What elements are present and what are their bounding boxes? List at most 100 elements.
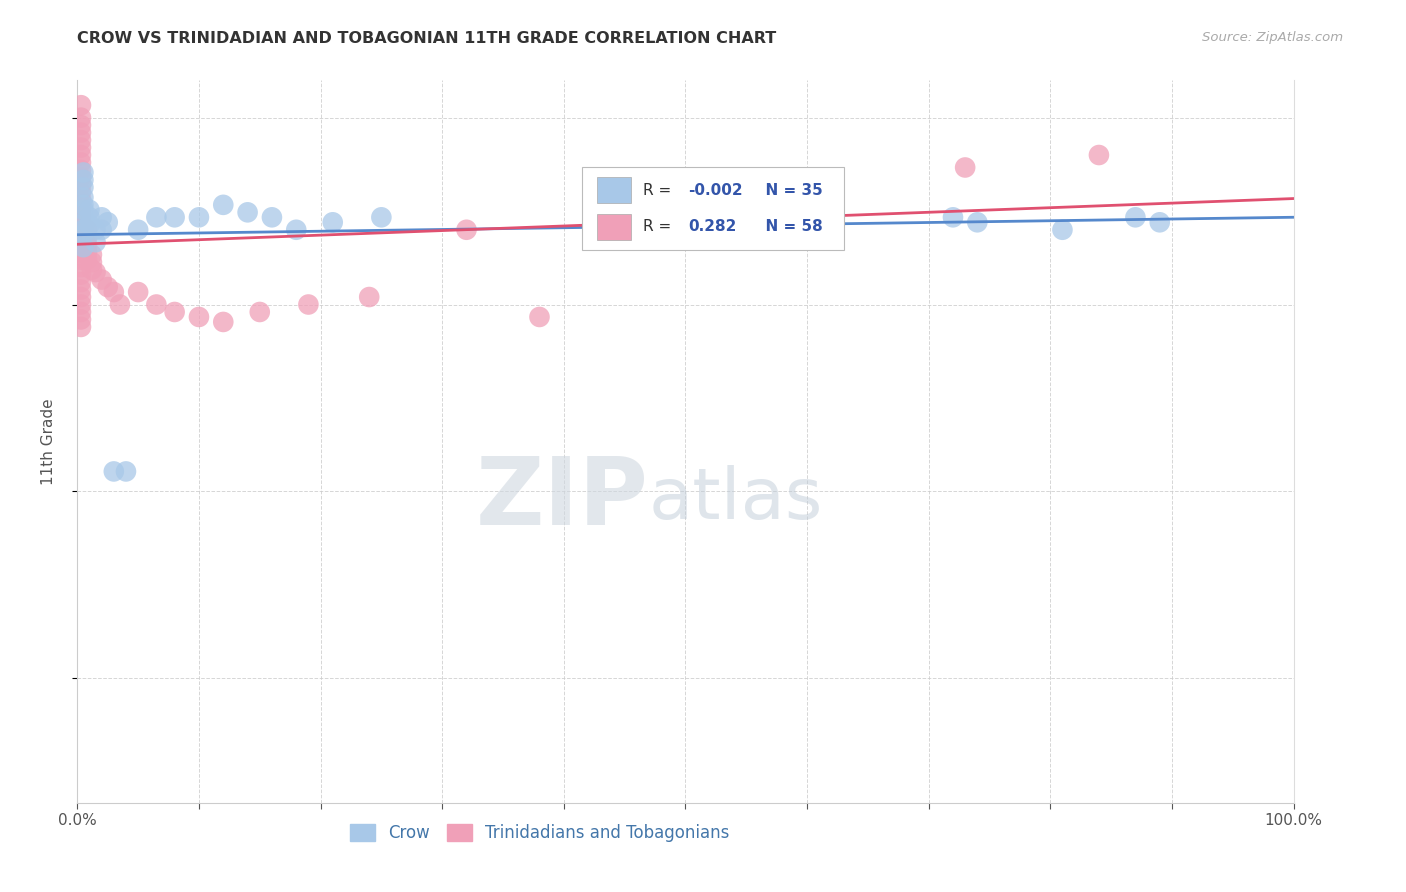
Point [953, 161, 976, 175]
Point [70, 245, 93, 260]
Point [70, 252, 93, 267]
Point [212, 315, 235, 329]
Text: R =: R = [643, 219, 676, 235]
Point [72, 223, 94, 237]
Point [145, 297, 167, 311]
Point [79, 202, 101, 217]
Point [70, 215, 93, 229]
Point [188, 310, 211, 324]
Point [70, 111, 93, 125]
Point [70, 178, 93, 192]
Point [90, 211, 112, 225]
Point [70, 140, 93, 154]
Point [260, 211, 283, 225]
Point [70, 163, 93, 178]
Point [249, 305, 271, 319]
Text: Source: ZipAtlas.com: Source: ZipAtlas.com [1202, 31, 1343, 45]
Point [84, 223, 107, 237]
Text: N = 58: N = 58 [755, 219, 823, 235]
Point [70, 126, 93, 140]
Text: N = 35: N = 35 [755, 183, 823, 198]
Point [145, 211, 167, 225]
Point [72, 202, 94, 217]
Point [188, 211, 211, 225]
Text: -0.002: -0.002 [688, 183, 742, 198]
Point [127, 285, 149, 299]
Point [76, 230, 98, 244]
Point [163, 211, 186, 225]
Point [70, 208, 93, 222]
Point [97, 215, 120, 229]
Point [72, 173, 94, 187]
Point [72, 165, 94, 179]
Point [942, 211, 965, 225]
Point [70, 290, 93, 304]
Point [90, 223, 112, 237]
FancyBboxPatch shape [582, 167, 844, 250]
Point [72, 227, 94, 242]
Point [70, 155, 93, 169]
Point [70, 193, 93, 207]
Point [297, 297, 319, 311]
Point [103, 465, 125, 479]
Point [70, 133, 93, 147]
Point [70, 148, 93, 162]
Point [70, 260, 93, 274]
Point [70, 312, 93, 326]
Point [127, 223, 149, 237]
Point [163, 305, 186, 319]
Point [76, 223, 98, 237]
Point [70, 297, 93, 311]
Point [70, 118, 93, 132]
Text: ZIP: ZIP [477, 453, 650, 545]
Point [72, 190, 94, 204]
Point [70, 237, 93, 252]
Point [70, 98, 93, 112]
Point [115, 465, 138, 479]
Point [90, 272, 112, 286]
Y-axis label: 11th Grade: 11th Grade [42, 398, 56, 485]
Point [70, 223, 93, 237]
Point [686, 190, 709, 204]
Point [103, 285, 125, 299]
Point [76, 252, 98, 267]
Point [70, 170, 93, 185]
FancyBboxPatch shape [596, 178, 631, 203]
Point [79, 211, 101, 225]
Point [359, 290, 381, 304]
Point [70, 230, 93, 244]
Point [80, 262, 103, 277]
Point [70, 305, 93, 319]
Point [322, 215, 344, 229]
Point [236, 205, 259, 219]
Point [70, 275, 93, 289]
Point [589, 223, 612, 237]
Text: R =: R = [643, 183, 676, 198]
Text: atlas: atlas [650, 465, 824, 533]
Point [70, 186, 93, 200]
Point [285, 223, 308, 237]
Point [80, 248, 103, 262]
Point [108, 297, 131, 311]
Point [84, 235, 107, 250]
Text: 0.282: 0.282 [688, 219, 737, 235]
Point [70, 320, 93, 334]
Point [1088, 148, 1111, 162]
Point [820, 173, 842, 187]
Point [70, 268, 93, 282]
Point [370, 211, 392, 225]
Point [79, 218, 101, 232]
Point [1149, 215, 1171, 229]
Point [72, 180, 94, 194]
Point [76, 245, 98, 260]
Point [72, 198, 94, 212]
Point [1052, 223, 1074, 237]
Point [84, 265, 107, 279]
Point [72, 215, 94, 229]
FancyBboxPatch shape [596, 214, 631, 240]
Point [212, 198, 235, 212]
Point [70, 200, 93, 214]
Point [70, 283, 93, 297]
Point [1125, 211, 1147, 225]
Text: CROW VS TRINIDADIAN AND TOBAGONIAN 11TH GRADE CORRELATION CHART: CROW VS TRINIDADIAN AND TOBAGONIAN 11TH … [77, 31, 776, 46]
